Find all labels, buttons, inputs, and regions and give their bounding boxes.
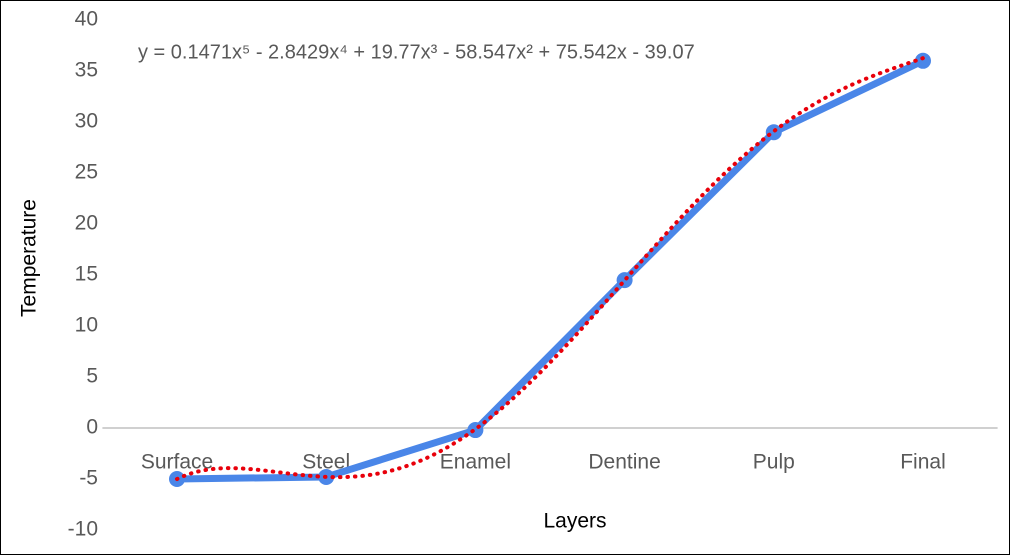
y-tick-label: 40 (75, 8, 98, 31)
x-axis-title: Layers (543, 510, 606, 533)
x-tick-label: Final (900, 451, 946, 474)
trendline-equation: y = 0.1471x⁵ - 2.8429x⁴ + 19.77x³ - 58.5… (138, 41, 695, 63)
x-tick-label: Enamel (440, 451, 511, 474)
x-tick-label: Steel (302, 451, 350, 474)
y-axis-title: Temperature (18, 199, 41, 317)
y-tick-label: 15 (75, 263, 98, 286)
x-tick-label: Surface (141, 451, 213, 474)
y-tick-label: 20 (75, 212, 98, 235)
series-line (173, 57, 927, 483)
y-tick-label: 35 (75, 59, 98, 82)
y-tick-label: 30 (75, 110, 98, 133)
y-tick-label: 5 (86, 365, 98, 388)
y-tick-label: 0 (86, 416, 98, 439)
y-tick-label: -5 (79, 467, 98, 490)
trendline (175, 56, 925, 482)
x-tick-label: Pulp (753, 451, 795, 474)
data-point (616, 272, 633, 289)
x-tick-label: Dentine (588, 451, 660, 474)
y-tick-label: 10 (75, 314, 98, 337)
data-point (467, 422, 484, 439)
y-tick-label: -10 (68, 518, 98, 541)
data-point (915, 52, 931, 69)
y-tick-label: 25 (75, 161, 98, 184)
